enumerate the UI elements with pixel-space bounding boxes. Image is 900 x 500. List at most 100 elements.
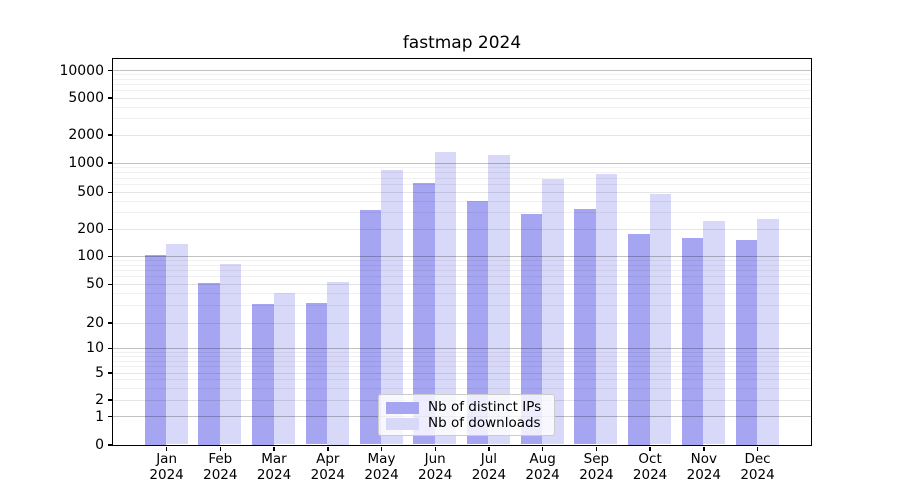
y-tick-mark-2 bbox=[108, 399, 112, 401]
gridline-1000 bbox=[112, 162, 811, 164]
x-tick-label-sep: Sep 2024 bbox=[579, 451, 614, 483]
bar-feb-downloads bbox=[219, 263, 242, 445]
y-tick-mark-5 bbox=[108, 372, 112, 374]
gridline-400 bbox=[112, 200, 811, 202]
bar-oct-downloads bbox=[649, 193, 672, 445]
legend-item-distinct-ips: Nb of distinct IPs bbox=[386, 400, 546, 415]
x-tick-mark-feb bbox=[219, 446, 222, 451]
x-tick-mark-jan bbox=[165, 446, 168, 451]
y-tick-mark-1 bbox=[108, 415, 112, 418]
y-tick-mark-0 bbox=[108, 444, 112, 446]
x-tick-label-mar: Mar 2024 bbox=[256, 451, 292, 483]
grid-layer bbox=[112, 59, 811, 445]
bar-mar-downloads bbox=[273, 293, 295, 445]
x-tick-mark-jun bbox=[434, 446, 436, 451]
bar-aug-downloads bbox=[542, 179, 564, 445]
bar-jul-ips bbox=[466, 200, 489, 445]
x-tick-label-aug: Aug 2024 bbox=[525, 451, 560, 483]
gridline-20 bbox=[112, 322, 811, 324]
gridline-50 bbox=[112, 283, 811, 285]
y-tick-label-50: 50 bbox=[86, 276, 104, 293]
x-tick-label-jun: Jun 2024 bbox=[418, 451, 453, 483]
y-tick-mark-100 bbox=[108, 255, 112, 257]
gridline-3 bbox=[112, 387, 811, 389]
gridline-300 bbox=[112, 212, 811, 214]
bar-nov-ips bbox=[681, 237, 704, 445]
y-tick-label-10000: 10000 bbox=[59, 62, 104, 79]
y-tick-mark-10000 bbox=[108, 69, 112, 72]
y-tick-mark-20 bbox=[108, 322, 112, 324]
plot-area bbox=[111, 57, 812, 446]
y-tick-label-1: 1 bbox=[95, 408, 104, 425]
y-tick-mark-500 bbox=[108, 191, 112, 193]
y-tick-mark-2000 bbox=[108, 134, 112, 136]
bar-jan-downloads bbox=[166, 244, 188, 445]
x-tick-label-oct: Oct 2024 bbox=[632, 451, 668, 483]
bar-mar-ips bbox=[252, 304, 274, 445]
x-tick-label-nov: Nov 2024 bbox=[686, 451, 721, 483]
bars-layer bbox=[113, 59, 811, 445]
bar-sep-downloads bbox=[595, 174, 618, 445]
bar-nov-downloads bbox=[703, 220, 725, 445]
y-tick-label-5: 5 bbox=[95, 365, 104, 381]
x-tick-label-feb: Feb 2024 bbox=[203, 451, 238, 483]
y-tick-label-0: 0 bbox=[95, 437, 104, 453]
gridline-4 bbox=[112, 379, 811, 381]
gridline-10 bbox=[112, 347, 811, 349]
x-tick-mark-mar bbox=[273, 446, 275, 451]
x-tick-mark-nov bbox=[703, 446, 705, 451]
gridline-900 bbox=[112, 166, 811, 168]
bar-jan-ips bbox=[144, 255, 167, 445]
bar-jul-downloads bbox=[488, 155, 510, 445]
gridline-4000 bbox=[112, 106, 811, 108]
legend-swatch-downloads bbox=[386, 417, 419, 430]
bar-jun-ips bbox=[413, 182, 435, 445]
y-tick-label-20: 20 bbox=[86, 315, 104, 331]
bar-feb-ips bbox=[198, 283, 220, 445]
y-tick-label-2000: 2000 bbox=[68, 127, 104, 143]
gridline-70 bbox=[112, 270, 811, 272]
y-tick-label-200: 200 bbox=[77, 221, 104, 238]
bar-aug-ips bbox=[520, 213, 543, 445]
gridline-800 bbox=[112, 171, 811, 173]
bar-oct-ips bbox=[628, 234, 650, 445]
y-tick-mark-200 bbox=[108, 228, 112, 231]
gridline-30 bbox=[112, 305, 811, 307]
gridline-7 bbox=[112, 360, 811, 362]
y-tick-mark-10 bbox=[108, 347, 112, 350]
gridline-3000 bbox=[112, 118, 811, 120]
bar-may-ips bbox=[359, 209, 381, 445]
x-tick-mark-oct bbox=[649, 446, 651, 451]
gridline-6000 bbox=[112, 90, 811, 92]
gridline-2000 bbox=[112, 134, 811, 136]
gridline-600 bbox=[112, 184, 811, 186]
chart-title: fastmap 2024 bbox=[402, 33, 522, 53]
bar-apr-downloads bbox=[327, 281, 349, 445]
x-tick-mark-sep bbox=[595, 446, 598, 451]
y-tick-mark-50 bbox=[108, 283, 112, 286]
gridline-90 bbox=[112, 260, 811, 261]
gridline-700 bbox=[112, 177, 811, 179]
legend-label-downloads: Nb of downloads bbox=[428, 415, 541, 431]
x-tick-mark-jul bbox=[488, 446, 490, 451]
gridline-10000 bbox=[112, 70, 811, 72]
gridline-500 bbox=[112, 191, 811, 193]
legend-label-distinct-ips: Nb of distinct IPs bbox=[428, 399, 542, 415]
y-tick-mark-5000 bbox=[108, 97, 112, 99]
y-tick-mark-1000 bbox=[108, 162, 112, 164]
x-tick-mark-may bbox=[380, 446, 383, 451]
bar-dec-ips bbox=[735, 240, 757, 445]
bar-sep-ips bbox=[574, 208, 596, 445]
gridline-8 bbox=[112, 355, 811, 357]
gridline-200 bbox=[112, 228, 811, 230]
gridline-5000 bbox=[112, 97, 811, 99]
gridline-5 bbox=[112, 372, 811, 374]
gridline-60 bbox=[112, 276, 811, 278]
y-tick-label-500: 500 bbox=[77, 184, 104, 201]
legend: Nb of distinct IPs Nb of downloads bbox=[378, 394, 555, 436]
gridline-7000 bbox=[112, 84, 811, 86]
bar-dec-downloads bbox=[757, 219, 779, 445]
gridline-8000 bbox=[112, 79, 811, 80]
x-tick-label-jan: Jan 2024 bbox=[149, 451, 184, 483]
